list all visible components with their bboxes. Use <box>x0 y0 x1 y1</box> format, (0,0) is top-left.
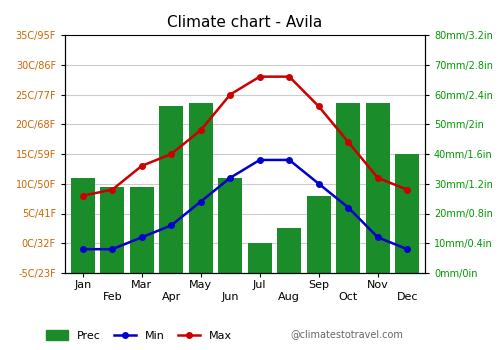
Text: Oct: Oct <box>338 292 358 302</box>
Bar <box>160 106 183 273</box>
Bar <box>336 104 360 273</box>
Bar <box>100 187 124 273</box>
Bar <box>278 229 301 273</box>
Text: Jun: Jun <box>222 292 239 302</box>
Text: Aug: Aug <box>278 292 300 302</box>
Bar <box>71 178 94 273</box>
Title: Climate chart - Avila: Climate chart - Avila <box>168 15 322 30</box>
Bar <box>396 154 419 273</box>
Text: @climatestotravel.com: @climatestotravel.com <box>290 329 403 340</box>
Bar <box>218 178 242 273</box>
Text: Feb: Feb <box>102 292 122 302</box>
Text: Apr: Apr <box>162 292 181 302</box>
Bar <box>130 187 154 273</box>
Bar <box>248 243 272 273</box>
Bar <box>366 104 390 273</box>
Bar <box>307 196 330 273</box>
Legend: Prec, Min, Max: Prec, Min, Max <box>46 330 232 341</box>
Bar <box>189 104 212 273</box>
Text: Dec: Dec <box>396 292 418 302</box>
